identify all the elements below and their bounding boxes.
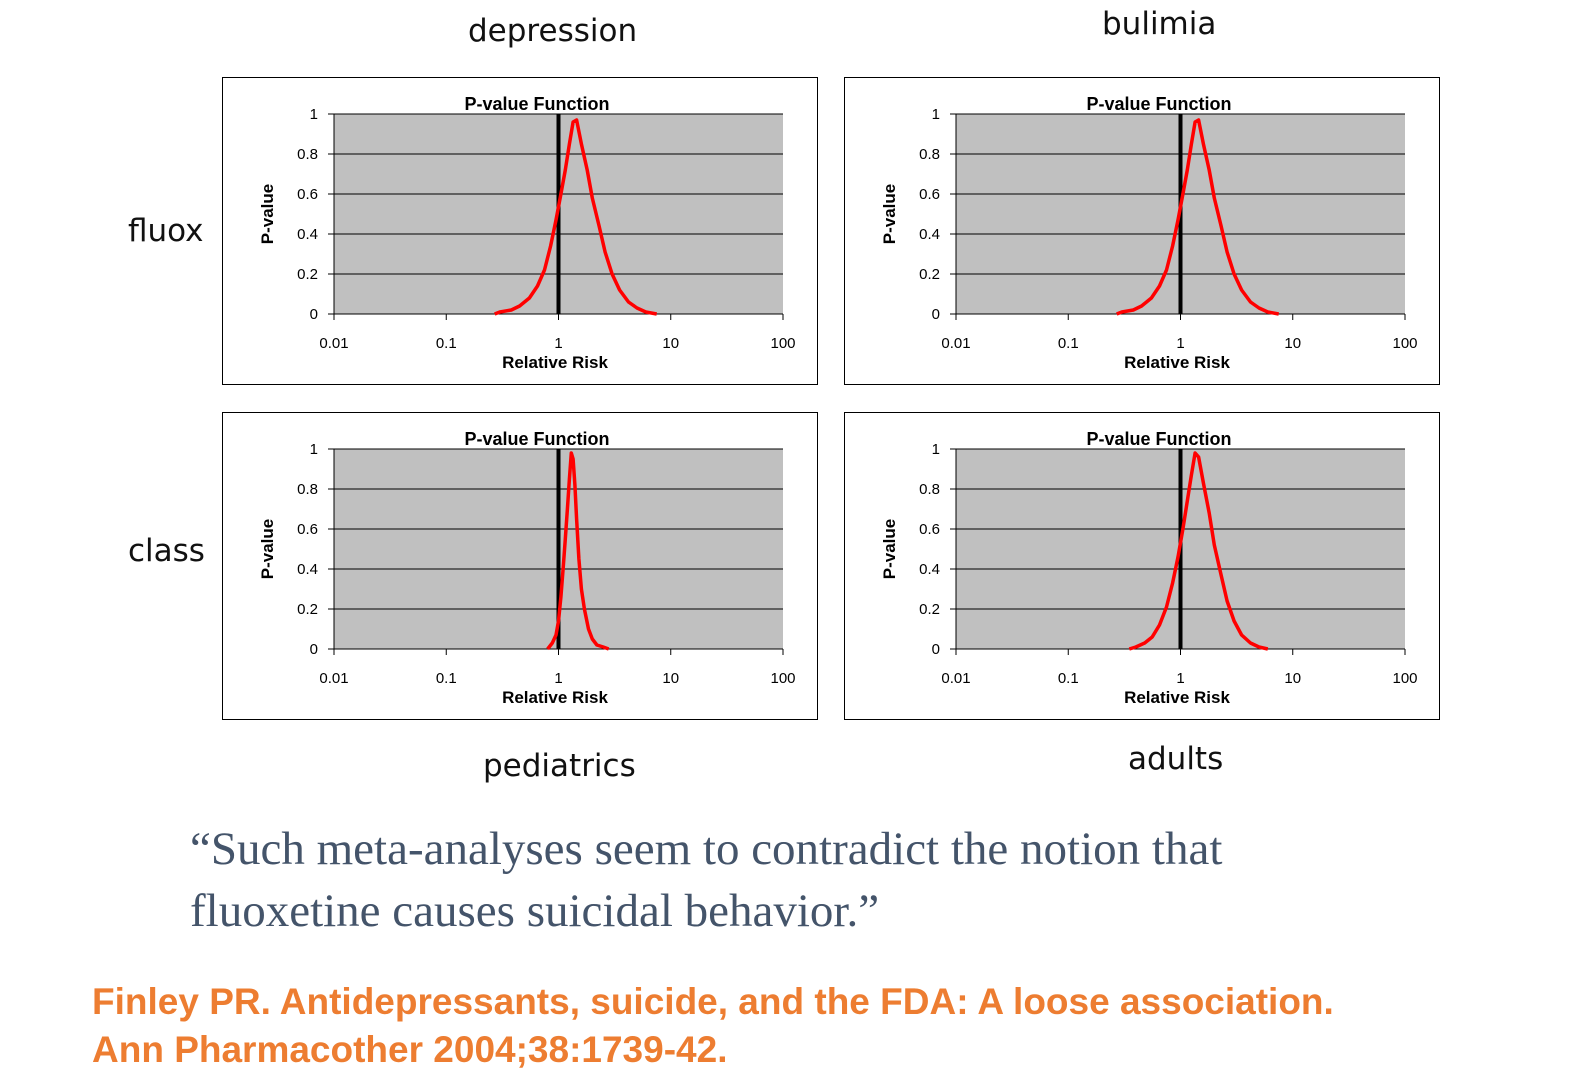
bottom-label-adults: adults bbox=[1128, 741, 1224, 777]
x-tick-label: 1 bbox=[554, 335, 562, 352]
y-axis-label: P-value bbox=[258, 519, 277, 579]
y-tick-label: 0.4 bbox=[297, 561, 318, 578]
y-axis-label: P-value bbox=[880, 519, 899, 579]
x-tick-label: 0.01 bbox=[941, 670, 970, 687]
x-tick-label: 0.01 bbox=[319, 670, 348, 687]
x-tick-label: 1 bbox=[1176, 335, 1184, 352]
y-tick-label: 1 bbox=[932, 441, 940, 458]
y-tick-label: 0.4 bbox=[919, 226, 940, 243]
p-value-chart: 0 0.2 0.4 0.6 0.8 1 0.01 0.1 1 10 100 P-value Funct… bbox=[258, 94, 796, 372]
chart-panel-fluox-bulimia: 0 0.2 0.4 0.6 0.8 1 0.01 0.1 1 10 100 P-value Funct… bbox=[844, 77, 1440, 385]
y-tick-label: 0.4 bbox=[919, 561, 940, 578]
x-tick-label: 0.1 bbox=[436, 670, 457, 687]
x-tick-label: 0.01 bbox=[941, 335, 970, 352]
y-axis-label: P-value bbox=[880, 184, 899, 244]
chart-title: P-value Function bbox=[464, 94, 609, 114]
chart-panel-class-pediatrics: 0 0.2 0.4 0.6 0.8 1 0.01 0.1 1 10 100 P-value Funct… bbox=[222, 412, 818, 720]
p-value-curve bbox=[494, 118, 658, 316]
y-tick-label: 0 bbox=[310, 641, 318, 658]
p-value-chart: 0 0.2 0.4 0.6 0.8 1 0.01 0.1 1 10 100 P-value Funct… bbox=[880, 94, 1418, 372]
y-tick-label: 1 bbox=[310, 441, 318, 458]
y-tick-label: 0.4 bbox=[297, 226, 318, 243]
x-tick-label: 0.1 bbox=[1058, 670, 1079, 687]
chart-panel-class-adults: 0 0.2 0.4 0.6 0.8 1 0.01 0.1 1 10 100 P-value Funct… bbox=[844, 412, 1440, 720]
chart-title: P-value Function bbox=[464, 429, 609, 449]
column-label-depression: depression bbox=[468, 13, 638, 49]
x-tick-label: 0.1 bbox=[436, 335, 457, 352]
y-tick-label: 1 bbox=[932, 106, 940, 123]
y-tick-label: 0.6 bbox=[919, 521, 940, 538]
x-tick-label: 10 bbox=[1284, 335, 1301, 352]
p-value-curve bbox=[1116, 118, 1280, 316]
chart-title: P-value Function bbox=[1086, 429, 1231, 449]
y-tick-label: 0 bbox=[932, 306, 940, 323]
row-label-class: class bbox=[128, 533, 205, 569]
x-axis-label: Relative Risk bbox=[502, 353, 608, 372]
y-tick-label: 0.8 bbox=[919, 146, 940, 163]
y-tick-label: 0.8 bbox=[297, 146, 318, 163]
x-tick-label: 1 bbox=[1176, 670, 1184, 687]
p-value-curve bbox=[546, 451, 610, 651]
x-tick-label: 100 bbox=[1392, 335, 1417, 352]
quote-text: “Such meta-analyses seem to contradict t… bbox=[190, 823, 1223, 937]
x-tick-label: 0.1 bbox=[1058, 335, 1079, 352]
x-axis-label: Relative Risk bbox=[502, 688, 608, 707]
row-label-fluox: fluox bbox=[128, 213, 204, 249]
x-tick-label: 100 bbox=[1392, 670, 1417, 687]
citation-line-2: Ann Pharmacother 2004;38:1739-42. bbox=[92, 1029, 728, 1070]
x-axis-label: Relative Risk bbox=[1124, 353, 1230, 372]
x-tick-label: 0.01 bbox=[319, 335, 348, 352]
chart-title: P-value Function bbox=[1086, 94, 1231, 114]
citation-line-1: Finley PR. Antidepressants, suicide, and… bbox=[92, 981, 1334, 1022]
y-tick-label: 0 bbox=[932, 641, 940, 658]
y-tick-label: 0 bbox=[310, 306, 318, 323]
y-axis-label: P-value bbox=[258, 184, 277, 244]
x-tick-label: 100 bbox=[770, 335, 795, 352]
y-tick-label: 0.2 bbox=[297, 601, 318, 618]
chart-panel-fluox-depression: 0 0.2 0.4 0.6 0.8 1 0.01 0.1 1 10 100 P-value Funct… bbox=[222, 77, 818, 385]
x-tick-label: 10 bbox=[1284, 670, 1301, 687]
p-value-chart: 0 0.2 0.4 0.6 0.8 1 0.01 0.1 1 10 100 P-value Funct… bbox=[258, 429, 796, 707]
y-tick-label: 0.8 bbox=[297, 481, 318, 498]
x-tick-label: 10 bbox=[662, 335, 679, 352]
y-tick-label: 0.8 bbox=[919, 481, 940, 498]
x-axis-label: Relative Risk bbox=[1124, 688, 1230, 707]
y-tick-label: 0.2 bbox=[919, 266, 940, 283]
x-tick-label: 1 bbox=[554, 670, 562, 687]
x-tick-label: 10 bbox=[662, 670, 679, 687]
citation: Finley PR. Antidepressants, suicide, and… bbox=[92, 978, 1552, 1074]
y-tick-label: 0.6 bbox=[297, 521, 318, 538]
x-tick-label: 100 bbox=[770, 670, 795, 687]
y-tick-label: 0.2 bbox=[297, 266, 318, 283]
y-tick-label: 0.2 bbox=[919, 601, 940, 618]
p-value-curve bbox=[1128, 451, 1269, 651]
y-tick-label: 0.6 bbox=[297, 186, 318, 203]
column-label-bulimia: bulimia bbox=[1102, 6, 1217, 42]
p-value-chart: 0 0.2 0.4 0.6 0.8 1 0.01 0.1 1 10 100 P-value Funct… bbox=[880, 429, 1418, 707]
y-tick-label: 0.6 bbox=[919, 186, 940, 203]
y-tick-label: 1 bbox=[310, 106, 318, 123]
bottom-label-pediatrics: pediatrics bbox=[483, 748, 636, 784]
